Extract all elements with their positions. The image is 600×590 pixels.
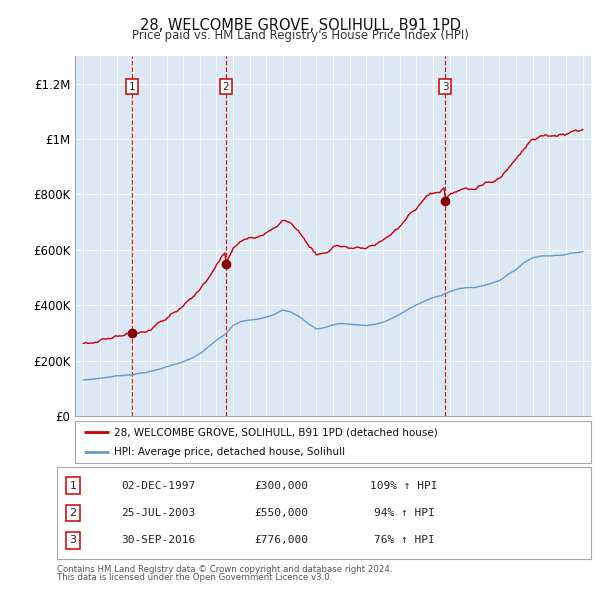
Text: 2: 2 [223, 81, 229, 91]
Text: 02-DEC-1997: 02-DEC-1997 [121, 481, 196, 490]
Text: 28, WELCOMBE GROVE, SOLIHULL, B91 1PD: 28, WELCOMBE GROVE, SOLIHULL, B91 1PD [139, 18, 461, 32]
Text: HPI: Average price, detached house, Solihull: HPI: Average price, detached house, Soli… [114, 447, 345, 457]
Text: This data is licensed under the Open Government Licence v3.0.: This data is licensed under the Open Gov… [57, 573, 332, 582]
Text: 109% ↑ HPI: 109% ↑ HPI [370, 481, 438, 490]
Text: 25-JUL-2003: 25-JUL-2003 [121, 508, 196, 518]
Text: 30-SEP-2016: 30-SEP-2016 [121, 536, 196, 545]
Text: 2: 2 [70, 508, 77, 518]
Text: £300,000: £300,000 [254, 481, 308, 490]
Text: 76% ↑ HPI: 76% ↑ HPI [374, 536, 434, 545]
Text: 3: 3 [442, 81, 449, 91]
Text: 94% ↑ HPI: 94% ↑ HPI [374, 508, 434, 518]
Text: Contains HM Land Registry data © Crown copyright and database right 2024.: Contains HM Land Registry data © Crown c… [57, 565, 392, 573]
Text: 1: 1 [128, 81, 135, 91]
Text: £776,000: £776,000 [254, 536, 308, 545]
Text: Price paid vs. HM Land Registry's House Price Index (HPI): Price paid vs. HM Land Registry's House … [131, 30, 469, 42]
Text: £550,000: £550,000 [254, 508, 308, 518]
Text: 28, WELCOMBE GROVE, SOLIHULL, B91 1PD (detached house): 28, WELCOMBE GROVE, SOLIHULL, B91 1PD (d… [114, 427, 437, 437]
Text: 3: 3 [70, 536, 77, 545]
Text: 1: 1 [70, 481, 77, 490]
